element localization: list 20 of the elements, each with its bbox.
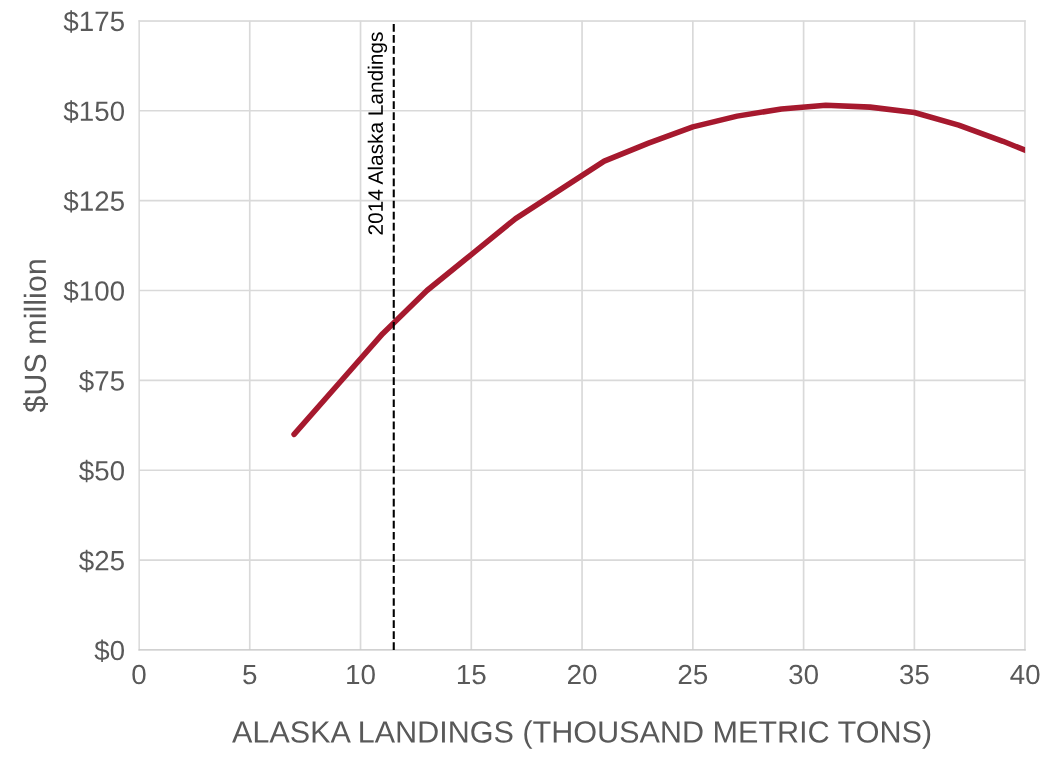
y-tick-label: $0	[94, 639, 125, 663]
x-tick-label: 30	[789, 664, 818, 685]
x-tick-label: 5	[243, 664, 257, 685]
x-tick-label: 15	[457, 664, 486, 685]
y-tick-label: $125	[63, 190, 124, 213]
y-tick-label: $75	[79, 369, 124, 393]
ref-line-label: 2014 Alaska Landings	[367, 32, 388, 235]
y-tick-label: $25	[79, 549, 124, 573]
x-tick-label: 35	[899, 664, 929, 685]
x-tick-label: 0	[132, 664, 146, 685]
y-axis-title: $US million	[23, 260, 48, 413]
x-tick-label: 25	[678, 664, 708, 685]
y-tick-label: $175	[63, 10, 124, 33]
y-tick-label: $100	[63, 279, 125, 303]
y-tick-label: $50	[79, 459, 125, 483]
x-tick-label: 20	[568, 664, 597, 685]
y-tick-label: $150	[63, 100, 125, 123]
x-tick-label: 10	[347, 664, 375, 685]
x-axis-title: ALASKA LANDINGS (THOUSAND METRIC TONS)	[232, 720, 931, 749]
x-tick-label: 40	[1010, 664, 1040, 685]
